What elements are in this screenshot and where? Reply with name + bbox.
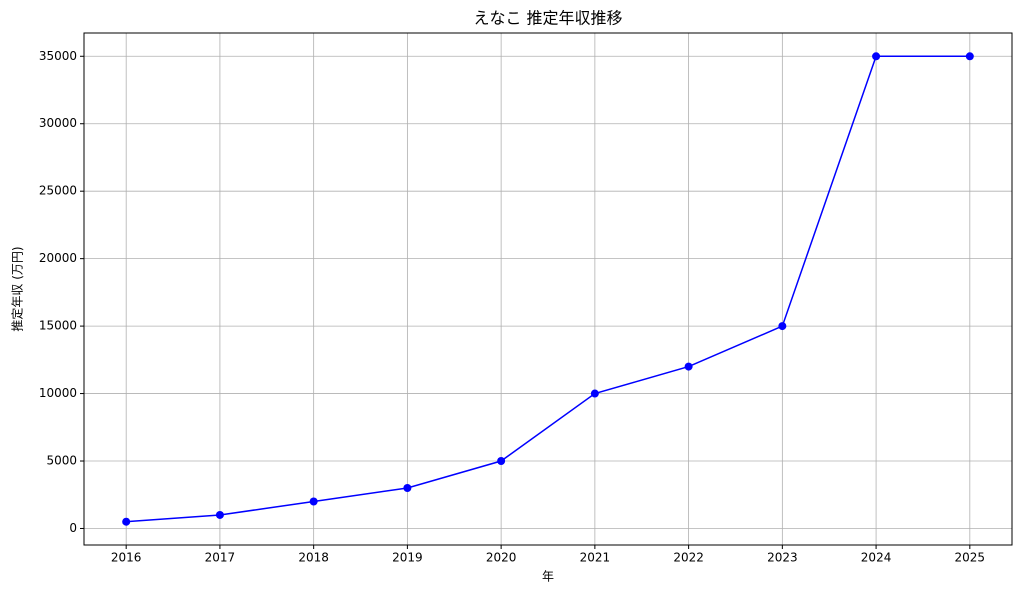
x-tick-label: 2016 <box>111 551 142 565</box>
data-point <box>965 52 974 61</box>
x-tick-label: 2019 <box>392 551 423 565</box>
plot-frame <box>83 32 1013 546</box>
x-tick-label: 2018 <box>298 551 329 565</box>
x-tick-label: 2024 <box>861 551 892 565</box>
data-point <box>215 510 224 519</box>
data-point <box>122 517 131 526</box>
data-point <box>872 52 881 61</box>
y-tick-label: 10000 <box>39 386 77 400</box>
data-point <box>778 322 787 331</box>
data-point <box>497 457 506 466</box>
y-axis-label: 推定年収 (万円) <box>10 246 25 331</box>
y-tick-label: 20000 <box>39 251 77 265</box>
y-tick-label: 0 <box>69 521 77 535</box>
x-axis-label: 年 <box>542 570 554 584</box>
data-point <box>309 497 318 506</box>
y-tick-label: 25000 <box>39 184 77 198</box>
data-point <box>590 389 599 398</box>
x-tick-label: 2022 <box>673 551 704 565</box>
y-tick-label: 5000 <box>46 454 77 468</box>
y-tick-label: 30000 <box>39 116 77 130</box>
chart-title: えなこ 推定年収推移 <box>473 9 622 28</box>
x-tick-label: 2021 <box>580 551 611 565</box>
x-tick-label: 2025 <box>955 551 986 565</box>
x-tick-label: 2023 <box>767 551 798 565</box>
data-point <box>403 483 412 492</box>
y-tick-label: 35000 <box>39 49 77 63</box>
x-tick-label: 2017 <box>205 551 236 565</box>
data-point <box>684 362 693 371</box>
data-line <box>126 55 970 523</box>
y-tick-label: 15000 <box>39 319 77 333</box>
x-tick-label: 2020 <box>486 551 517 565</box>
